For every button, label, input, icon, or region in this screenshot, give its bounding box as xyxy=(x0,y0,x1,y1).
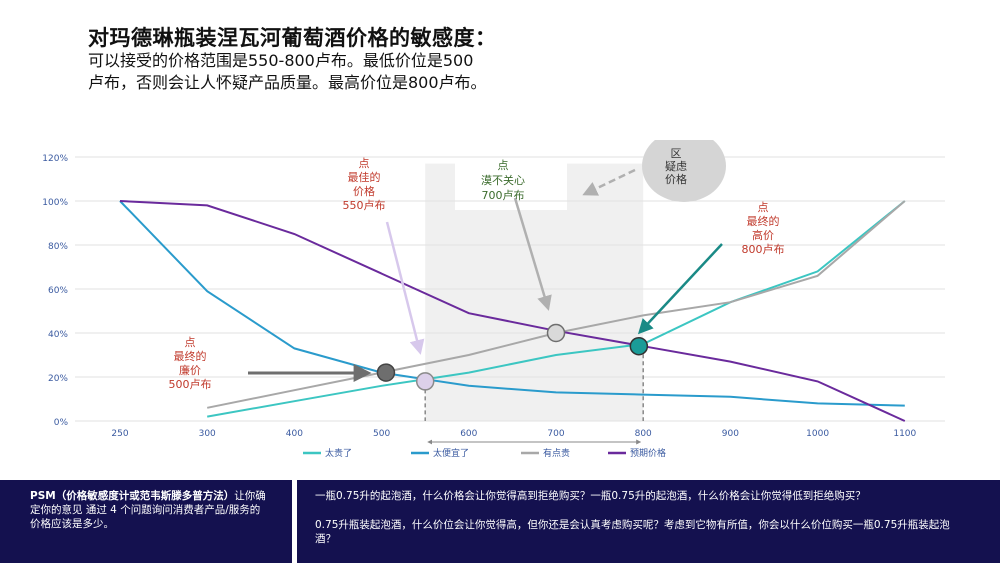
x-tick-label: 500 xyxy=(373,429,390,439)
max-price-arrow xyxy=(637,243,723,335)
marker-best-price xyxy=(415,372,435,391)
x-tick-label: 800 xyxy=(635,429,652,439)
footer-psm-title: PSM（价格敏感度计或范韦斯滕多普方法） xyxy=(30,490,235,502)
marker-max-price xyxy=(629,336,649,356)
footer-questions-panel: 一瓶0.75升的起泡酒，什么价格会让你觉得高到拒绝购买？一瓶0.75升的起泡酒，… xyxy=(297,480,1000,563)
marker-min-price xyxy=(376,363,396,382)
doubt-zone-arrow xyxy=(582,168,636,196)
y-tick-label: 80% xyxy=(48,242,68,252)
indifferent-point-label: 点漠不关心 700卢布 xyxy=(481,159,525,202)
legend-label: 太便宜了 xyxy=(433,447,469,459)
page-subtitle: 可以接受的价格范围是550-800卢布。最低价位是500卢布，否则会让人怀疑产品… xyxy=(88,51,487,92)
footer-psm-panel: PSM（价格敏感度计或范韦斯滕多普方法）让你确定你的意见 通过 4 个问题询问消… xyxy=(0,480,292,563)
x-tick-label: 700 xyxy=(547,429,564,439)
max-price-label: 点最终的高价 800卢布 xyxy=(742,201,785,256)
price-sensitivity-chart: 0% 20% 40% 60% 80% 100% 120% 250 300 400 500 600 700… xyxy=(42,140,945,459)
indifferent-label-backdrop xyxy=(455,162,567,210)
indifferent-arrow xyxy=(513,197,552,311)
x-tick-label: 250 xyxy=(111,429,128,439)
legend-label: 有点贵 xyxy=(543,447,570,459)
x-tick-label: 300 xyxy=(199,429,216,439)
x-tick-label: 600 xyxy=(460,429,477,439)
y-tick-label: 60% xyxy=(48,286,68,296)
min-price-label: 点最终的廉价 500卢布 xyxy=(169,336,212,391)
x-tick-label: 400 xyxy=(286,429,303,439)
doubt-zone-label: 区疑虑价格 xyxy=(665,147,687,186)
marker-indifferent xyxy=(546,323,566,343)
y-tick-label: 100% xyxy=(42,198,68,208)
legend-label: 太贵了 xyxy=(325,447,352,459)
best-price-label: 点最佳的价格 550卢布 xyxy=(343,157,386,212)
y-tick-label: 20% xyxy=(48,374,68,384)
best-price-arrow xyxy=(385,221,425,355)
y-tick-label: 40% xyxy=(48,330,68,340)
x-tick-label: 1100 xyxy=(893,429,916,439)
x-tick-label: 1000 xyxy=(806,429,829,439)
legend-label: 预期价格 xyxy=(630,447,666,459)
footer-psm-description: 让你确定你的意见 通过 4 个问题询问消费者产品/服务的价格应该是多少。 xyxy=(30,490,266,530)
page-title: 对玛德琳瓶装涅瓦河葡萄酒价格的敏感度： xyxy=(88,26,497,50)
series-line-太贵了 xyxy=(207,200,906,418)
y-tick-label: 0% xyxy=(54,418,69,428)
x-tick-label: 900 xyxy=(722,429,739,439)
series-line-太便宜了 xyxy=(119,200,905,407)
series-line-预期价格 xyxy=(119,200,906,422)
footer-question-1: 一瓶0.75升的起泡酒，什么价格会让你觉得高到拒绝购买？一瓶0.75升的起泡酒，… xyxy=(315,490,866,502)
y-tick-label: 120% xyxy=(42,154,68,164)
doubt-zone-bubble xyxy=(642,140,726,202)
footer-question-2: 0.75升瓶装起泡酒，什么价位会让你觉得高，但你还是会认真考虑购买呢？考虑到它物… xyxy=(315,519,950,545)
